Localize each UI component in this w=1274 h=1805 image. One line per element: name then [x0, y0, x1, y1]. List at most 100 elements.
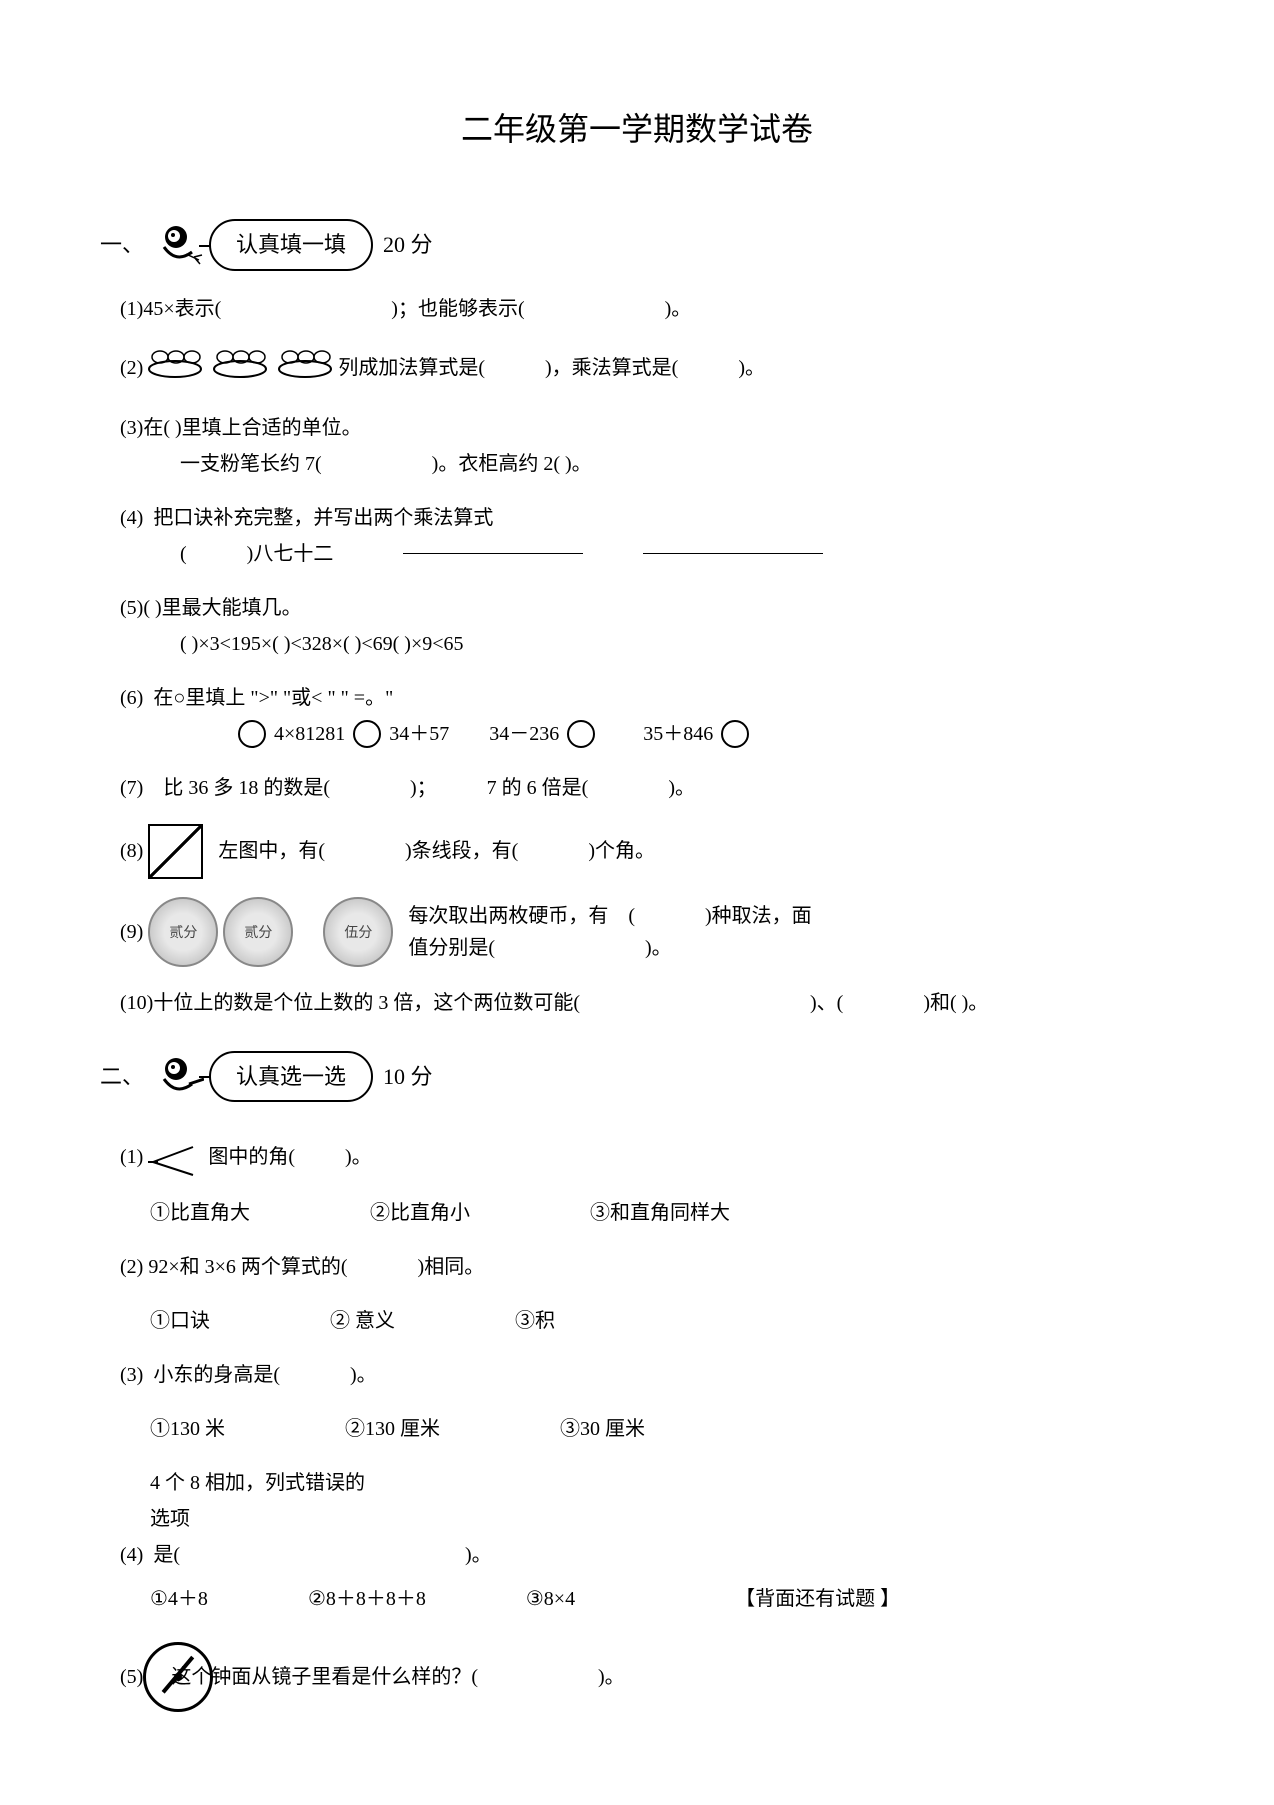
s2-q4-t2: )。 [465, 1544, 492, 1566]
s2-q5-t2: )。 [598, 1659, 625, 1695]
s1-q4-l2b: )八七十二 [247, 536, 334, 572]
s1-q4-t1: 把口诀补充完整，并写出两个乘法算式 [153, 507, 493, 529]
s1-q5-t1: ( )里最大能填几。 [143, 597, 301, 619]
option-3[interactable]: ③30 厘米 [560, 1411, 645, 1447]
option-1[interactable]: ①4＋8 [150, 1581, 208, 1617]
s1-q10-t1: 十位上的数是个位上数的 3 倍，这个两位数可能( [153, 992, 580, 1014]
option-2[interactable]: ② 意义 [330, 1303, 395, 1339]
section-2-header: 二、 认真选一选 10 分 [100, 1051, 1174, 1103]
s1-q4: (4) 把口诀补充完整，并写出两个乘法算式 ( )八七十二 [120, 500, 1174, 572]
s2-q3: (3) 小东的身高是( )。 [120, 1357, 1174, 1393]
circle-blank[interactable] [238, 720, 266, 748]
s1-q8-t3: )个角。 [588, 833, 655, 869]
s1-q10-t2: )、( [810, 992, 843, 1014]
s2-q1: (1) 图中的角( )。 [120, 1137, 1174, 1177]
s1-q9-t4: 值分别是( [408, 937, 495, 959]
option-2[interactable]: ②比直角小 [370, 1195, 470, 1231]
page-title: 二年级第一学期数学试卷 [100, 101, 1174, 159]
section-1-points: 20 分 [383, 225, 433, 265]
s1-q3-num: (3) [120, 417, 143, 439]
s2-q3-t1: 小东的身高是( [153, 1364, 280, 1386]
cake-icon-1 [148, 345, 203, 392]
s2-q3-options: ①130 米 ②130 厘米 ③30 厘米 [150, 1411, 1174, 1447]
s1-q10-num: (10) [120, 992, 153, 1014]
s1-q7-t2: )； [410, 777, 437, 799]
s1-q3: (3)在( )里填上合适的单位。 一支粉笔长约 7( )。衣柜高约 2( )。 [120, 410, 1174, 482]
s1-q7-t4: )。 [668, 777, 695, 799]
s1-q8-num: (8) [120, 833, 143, 869]
s1-q2: (2) 列成加法算式是( )，乘法算式是( )。 [120, 345, 1174, 392]
s2-q1-t2: )。 [345, 1139, 372, 1175]
s2-q3-t2: )。 [350, 1364, 377, 1386]
triangle-diagram-icon [148, 824, 203, 879]
s2-q5-num: (5) [120, 1659, 143, 1695]
section-1-bubble: 认真填一填 [209, 219, 373, 271]
s1-q4-num: (4) [120, 507, 143, 529]
s1-q5-num: (5) [120, 597, 143, 619]
s1-q2-t3: )。 [738, 350, 765, 386]
s1-q5-line2: ( )×3<195×( )<328×( )<69( )×9<65 [180, 626, 1174, 662]
option-3[interactable]: ③8×4 [526, 1581, 575, 1617]
cake-icon-2 [213, 345, 268, 392]
circle-blank[interactable] [353, 720, 381, 748]
s1-q6-a: 4×81281 [274, 716, 345, 752]
s1-q5-l2: ( )×3<195×( )<328×( )<69( )×9<65 [180, 633, 464, 655]
s1-q1-t1: 45×表示( [143, 298, 221, 320]
s1-q7-t1: 比 36 多 18 的数是( [163, 777, 330, 799]
s1-q6-b: 34＋57 [389, 716, 449, 752]
footer-note: 【背面还有试题 】 [735, 1581, 900, 1617]
s1-q6-d: 35＋846 [643, 716, 713, 752]
clock-icon [143, 1642, 213, 1712]
s2-q2-options: ①口诀 ② 意义 ③积 [150, 1303, 1174, 1339]
s2-q4-options: ①4＋8 ②8＋8＋8＋8 ③8×4 【背面还有试题 】 [150, 1581, 1174, 1617]
s1-q9-t5: )。 [645, 937, 672, 959]
s2-q3-num: (3) [120, 1364, 143, 1386]
option-2[interactable]: ②130 厘米 [345, 1411, 440, 1447]
s1-q8: (8) 左图中，有( )条线段，有( )个角。 [120, 824, 1174, 879]
blank-line[interactable] [643, 553, 823, 554]
s2-q4-pre: 4 个 8 相加，列式错误的选项 [150, 1465, 380, 1537]
s1-q1-num: (1) [120, 298, 143, 320]
s1-q2-t2: )，乘法算式是( [545, 350, 678, 386]
s1-q9-num: (9) [120, 914, 143, 950]
s1-q9-t1: 每次取出两枚硬币，有 [408, 905, 608, 927]
coin-5fen-icon: 伍分 [323, 897, 393, 967]
s1-q6-line2: 4×81281 34＋57 34－236 35＋846 [230, 716, 1174, 752]
s1-q2-num: (2) [120, 350, 143, 386]
s2-q2: (2) 92×和 3×6 两个算式的( )相同。 [120, 1249, 1174, 1285]
coin-2fen-icon: 贰分 [148, 897, 218, 967]
coin-2fen-icon: 贰分 [223, 897, 293, 967]
s1-q10-t3: )和( )。 [923, 992, 988, 1014]
s1-q4-line2: ( )八七十二 [180, 536, 1174, 572]
s1-q6-c: 34－236 [489, 716, 559, 752]
circle-blank[interactable] [567, 720, 595, 748]
s2-q5: (5) 这个钟面从镜子里看是什么样的？( )。 [120, 1642, 1174, 1712]
option-2[interactable]: ②8＋8＋8＋8 [308, 1581, 426, 1617]
s1-q8-t2: )条线段，有( [405, 833, 518, 869]
option-3[interactable]: ③积 [515, 1303, 555, 1339]
s2-q2-num: (2) [120, 1256, 143, 1278]
s1-q4-l2a: ( [180, 536, 187, 572]
s2-q4: 4 个 8 相加，列式错误的选项 (4) 是( )。 [120, 1465, 1174, 1573]
s1-q7-num: (7) [120, 777, 143, 799]
cake-icon-3 [278, 345, 333, 392]
s1-q3-line2b: )。衣柜高约 2( )。 [432, 453, 592, 475]
section-2-bubble: 认真选一选 [209, 1051, 373, 1103]
s1-q8-t1: 左图中，有( [218, 833, 325, 869]
s1-q6: (6) 在○里填上 ">" "或< " " =。" 4×81281 34＋57 … [120, 680, 1174, 752]
option-1[interactable]: ①130 米 [150, 1411, 225, 1447]
s1-q7-t3: 7 的 6 倍是( [487, 777, 589, 799]
s1-q1: (1)45×表示( )；也能够表示( )。 [120, 291, 1174, 327]
option-3[interactable]: ③和直角同样大 [590, 1195, 730, 1231]
option-1[interactable]: ①口诀 [150, 1303, 210, 1339]
blank-line[interactable] [403, 553, 583, 554]
s1-q10: (10)十位上的数是个位上数的 3 倍，这个两位数可能( )、( )和( )。 [120, 985, 1174, 1021]
circle-blank[interactable] [721, 720, 749, 748]
section-1-num: 一、 [100, 225, 144, 265]
section-1-header: 一、 认真填一填 20 分 [100, 219, 1174, 271]
option-1[interactable]: ①比直角大 [150, 1195, 250, 1231]
section-2-points: 10 分 [383, 1057, 433, 1097]
s2-q1-num: (1) [120, 1139, 143, 1175]
s2-q4-t1: 是( [153, 1544, 180, 1566]
s1-q2-t1: 列成加法算式是( [338, 350, 485, 386]
